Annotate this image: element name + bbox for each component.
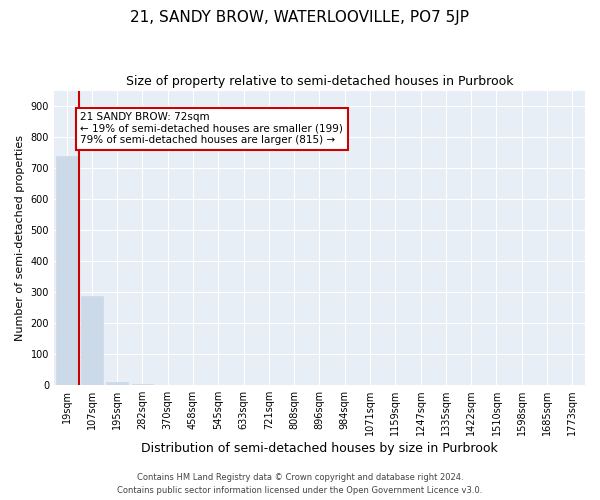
- X-axis label: Distribution of semi-detached houses by size in Purbrook: Distribution of semi-detached houses by …: [141, 442, 498, 455]
- Text: 21, SANDY BROW, WATERLOOVILLE, PO7 5JP: 21, SANDY BROW, WATERLOOVILLE, PO7 5JP: [131, 10, 470, 25]
- Title: Size of property relative to semi-detached houses in Purbrook: Size of property relative to semi-detach…: [126, 75, 513, 88]
- Text: Contains HM Land Registry data © Crown copyright and database right 2024.
Contai: Contains HM Land Registry data © Crown c…: [118, 474, 482, 495]
- Y-axis label: Number of semi-detached properties: Number of semi-detached properties: [15, 134, 25, 340]
- Bar: [56, 156, 77, 384]
- Bar: [106, 382, 128, 384]
- Bar: [81, 296, 103, 384]
- Text: 21 SANDY BROW: 72sqm
← 19% of semi-detached houses are smaller (199)
79% of semi: 21 SANDY BROW: 72sqm ← 19% of semi-detac…: [80, 112, 343, 146]
